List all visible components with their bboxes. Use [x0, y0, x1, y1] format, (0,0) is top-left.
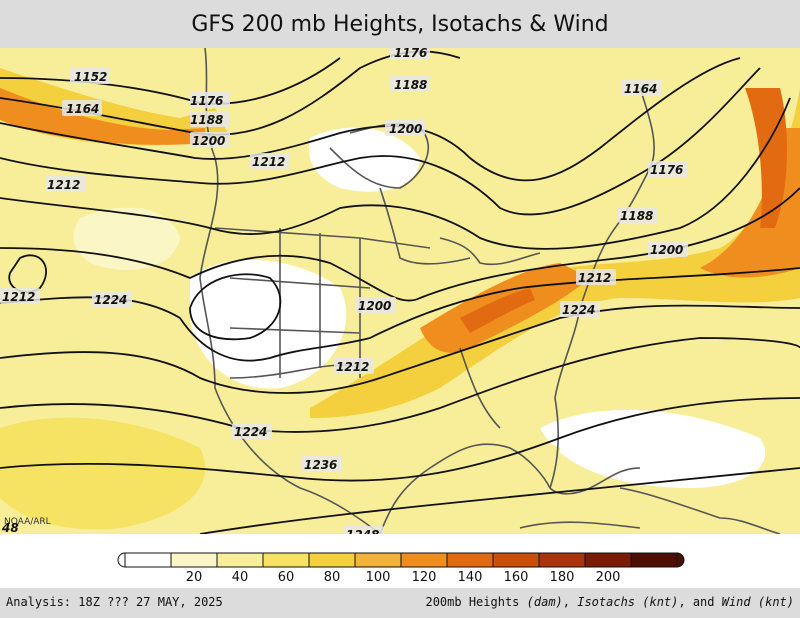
- data-credit: NOAA/ARL: [4, 517, 51, 527]
- svg-text:1200: 1200: [358, 299, 391, 313]
- colorbar-swatch: [124, 552, 172, 568]
- colorbar-swatch: [538, 552, 586, 568]
- weather-map: 1152 1164 1176 1176 1188 1188 1200 1200 …: [0, 48, 800, 534]
- contour-label-1212-e: 1212: [576, 269, 616, 285]
- colorbar-tick-label: 180: [550, 570, 575, 585]
- colorbar-swatch: [308, 552, 356, 568]
- colorbar-tick-label: 140: [458, 570, 483, 585]
- svg-text:1188: 1188: [190, 113, 223, 127]
- colorbar-svg: 20 40 60 80 100 120 140 160 180 200: [117, 552, 685, 585]
- contour-label-1248: 1248: [344, 526, 384, 534]
- map-title-text: GFS 200 mb Heights, Isotachs & Wind: [191, 11, 609, 37]
- contour-label-1224-e: 1224: [560, 301, 600, 317]
- legend-prefix: 200mb Heights: [425, 595, 527, 609]
- legend-isotachs-unit: (knt): [642, 595, 679, 609]
- contour-label-1212-c: 1212: [334, 358, 374, 374]
- contour-label-1224-s: 1224: [232, 423, 272, 439]
- colorbar-tick-label: 40: [232, 570, 249, 585]
- colorbar-swatch: [446, 552, 494, 568]
- colorbar-swatches: [117, 552, 685, 568]
- svg-text:1212: 1212: [47, 178, 80, 192]
- colorbar-swatch: [492, 552, 540, 568]
- map-title: GFS 200 mb Heights, Isotachs & Wind: [0, 0, 800, 48]
- colorbar-tick-label: 120: [412, 570, 437, 585]
- svg-text:1212: 1212: [2, 290, 35, 304]
- colorbar-swatch: [216, 552, 264, 568]
- contour-label-1176-e: 1176: [648, 161, 688, 177]
- contour-label-1152: 1152: [70, 68, 110, 84]
- legend-wind-unit: (knt): [757, 595, 794, 609]
- svg-text:1212: 1212: [252, 155, 285, 169]
- colorbar-swatch: [630, 552, 678, 568]
- legend-heights-unit: (dam): [526, 595, 563, 609]
- analysis-time: Analysis: 18Z ??? 27 MAY, 2025: [6, 595, 223, 609]
- colorbar-swatch: [584, 552, 632, 568]
- contour-label-group: 1152 1164 1176 1176 1188 1188 1200 1200 …: [0, 48, 688, 534]
- legend-isotachs: Isotachs: [577, 595, 636, 609]
- colorbar-tick-label: 20: [186, 570, 203, 585]
- svg-text:1224: 1224: [562, 303, 595, 317]
- svg-text:1212: 1212: [336, 360, 369, 374]
- contour-label-1212-b: 1212: [45, 176, 85, 192]
- svg-text:1176: 1176: [650, 163, 683, 177]
- svg-text:1200: 1200: [389, 122, 422, 136]
- legend-description: 200mb Heights (dam), Isotachs (knt), and…: [425, 595, 794, 609]
- svg-text:1176: 1176: [190, 94, 223, 108]
- svg-text:1236: 1236: [304, 458, 337, 472]
- svg-text:1164: 1164: [66, 102, 99, 116]
- map-panel: 1152 1164 1176 1176 1188 1188 1200 1200 …: [0, 48, 800, 534]
- contour-label-1212-w: 1212: [0, 288, 40, 304]
- isotach-colorbar: 20 40 60 80 100 120 140 160 180 200: [0, 534, 800, 588]
- svg-text:1200: 1200: [650, 243, 683, 257]
- corner-label-text: 48: [2, 521, 19, 535]
- svg-text:1200: 1200: [192, 134, 225, 148]
- contour-label-1164-e: 1164: [622, 80, 662, 96]
- svg-text:1164: 1164: [624, 82, 657, 96]
- svg-text:1188: 1188: [394, 78, 427, 92]
- colorbar-tick-label: 200: [596, 570, 621, 585]
- colorbar-ticks: 20 40 60 80 100 120 140 160 180 200: [186, 570, 621, 585]
- colorbar-swatch: [170, 552, 218, 568]
- colorbar-swatch: [262, 552, 310, 568]
- contour-label-1176: 1176: [390, 48, 430, 60]
- colorbar-swatch: [400, 552, 448, 568]
- contour-label-1188-e: 1188: [618, 207, 658, 223]
- contour-label-1224-w: 1224: [92, 291, 132, 307]
- svg-text:1188: 1188: [620, 209, 653, 223]
- corner-label: 48: [2, 521, 19, 535]
- contour-label-1236: 1236: [302, 456, 342, 472]
- contour-label-1200-e: 1200: [648, 241, 688, 257]
- credit-text: NOAA/ARL: [4, 517, 51, 527]
- contour-label-1200: 1200: [385, 120, 425, 136]
- svg-text:1212: 1212: [578, 271, 611, 285]
- footer-bar: Analysis: 18Z ??? 27 MAY, 2025 200mb Hei…: [0, 588, 800, 618]
- legend-wind: Wind: [721, 595, 751, 609]
- contour-label-1188-b: 1188: [190, 111, 230, 127]
- contour-label-1164: 1164: [62, 100, 102, 116]
- contour-label-1200-c: 1200: [356, 297, 396, 313]
- svg-text:1248: 1248: [346, 528, 379, 534]
- colorbar-tick-label: 80: [324, 570, 341, 585]
- contour-label-1212: 1212: [250, 153, 290, 169]
- contour-label-1176-b: 1176: [190, 92, 230, 108]
- contour-label-1200-b: 1200: [190, 132, 230, 148]
- svg-text:1152: 1152: [74, 70, 107, 84]
- colorbar-tick-label: 160: [504, 570, 529, 585]
- svg-text:1176: 1176: [394, 48, 427, 60]
- contour-label-1188: 1188: [390, 76, 430, 92]
- svg-text:1224: 1224: [234, 425, 267, 439]
- colorbar-tick-label: 60: [278, 570, 295, 585]
- colorbar-tick-label: 100: [366, 570, 391, 585]
- colorbar-swatch: [354, 552, 402, 568]
- svg-text:1224: 1224: [94, 293, 127, 307]
